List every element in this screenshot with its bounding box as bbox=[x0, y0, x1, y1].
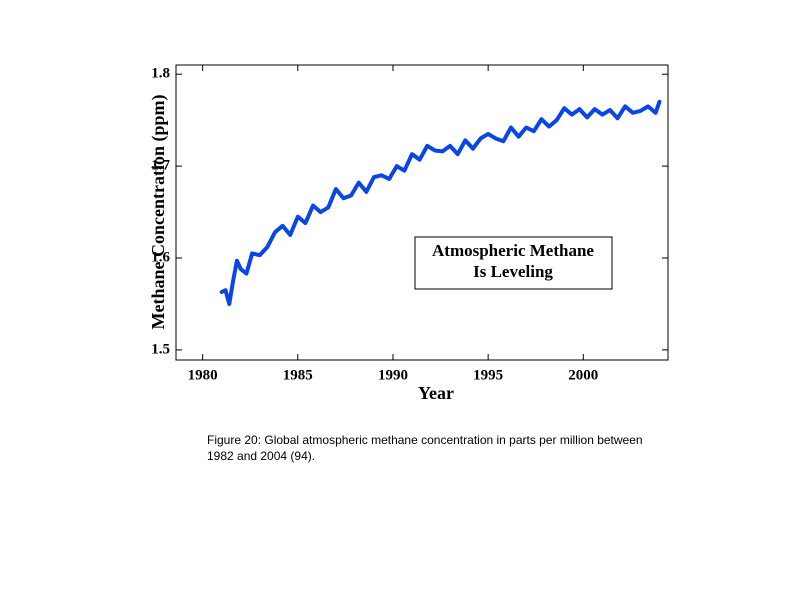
x-tick-label: 1985 bbox=[283, 367, 313, 383]
x-axis-label: Year bbox=[418, 383, 454, 403]
annotation: Atmospheric Methane bbox=[432, 241, 594, 260]
annotation-box bbox=[414, 236, 613, 290]
x-tick-label: 1990 bbox=[378, 367, 408, 383]
x-tick-label: 1980 bbox=[188, 367, 218, 383]
annotation: Is Leveling bbox=[473, 262, 553, 281]
y-axis-label: Methane Concentration (ppm) bbox=[148, 95, 169, 330]
plot-frame bbox=[175, 64, 669, 361]
x-tick-label: 1995 bbox=[473, 367, 503, 383]
x-tick-label: 2000 bbox=[568, 367, 598, 383]
data-line bbox=[219, 99, 662, 306]
caption: Figure 20: Global atmospheric methane co… bbox=[207, 433, 643, 463]
y-tick-label: 1.5 bbox=[151, 341, 170, 357]
y-tick-label: 1.7 bbox=[151, 158, 170, 174]
y-tick-label: 1.6 bbox=[151, 249, 170, 265]
y-tick-label: 1.8 bbox=[151, 66, 170, 82]
